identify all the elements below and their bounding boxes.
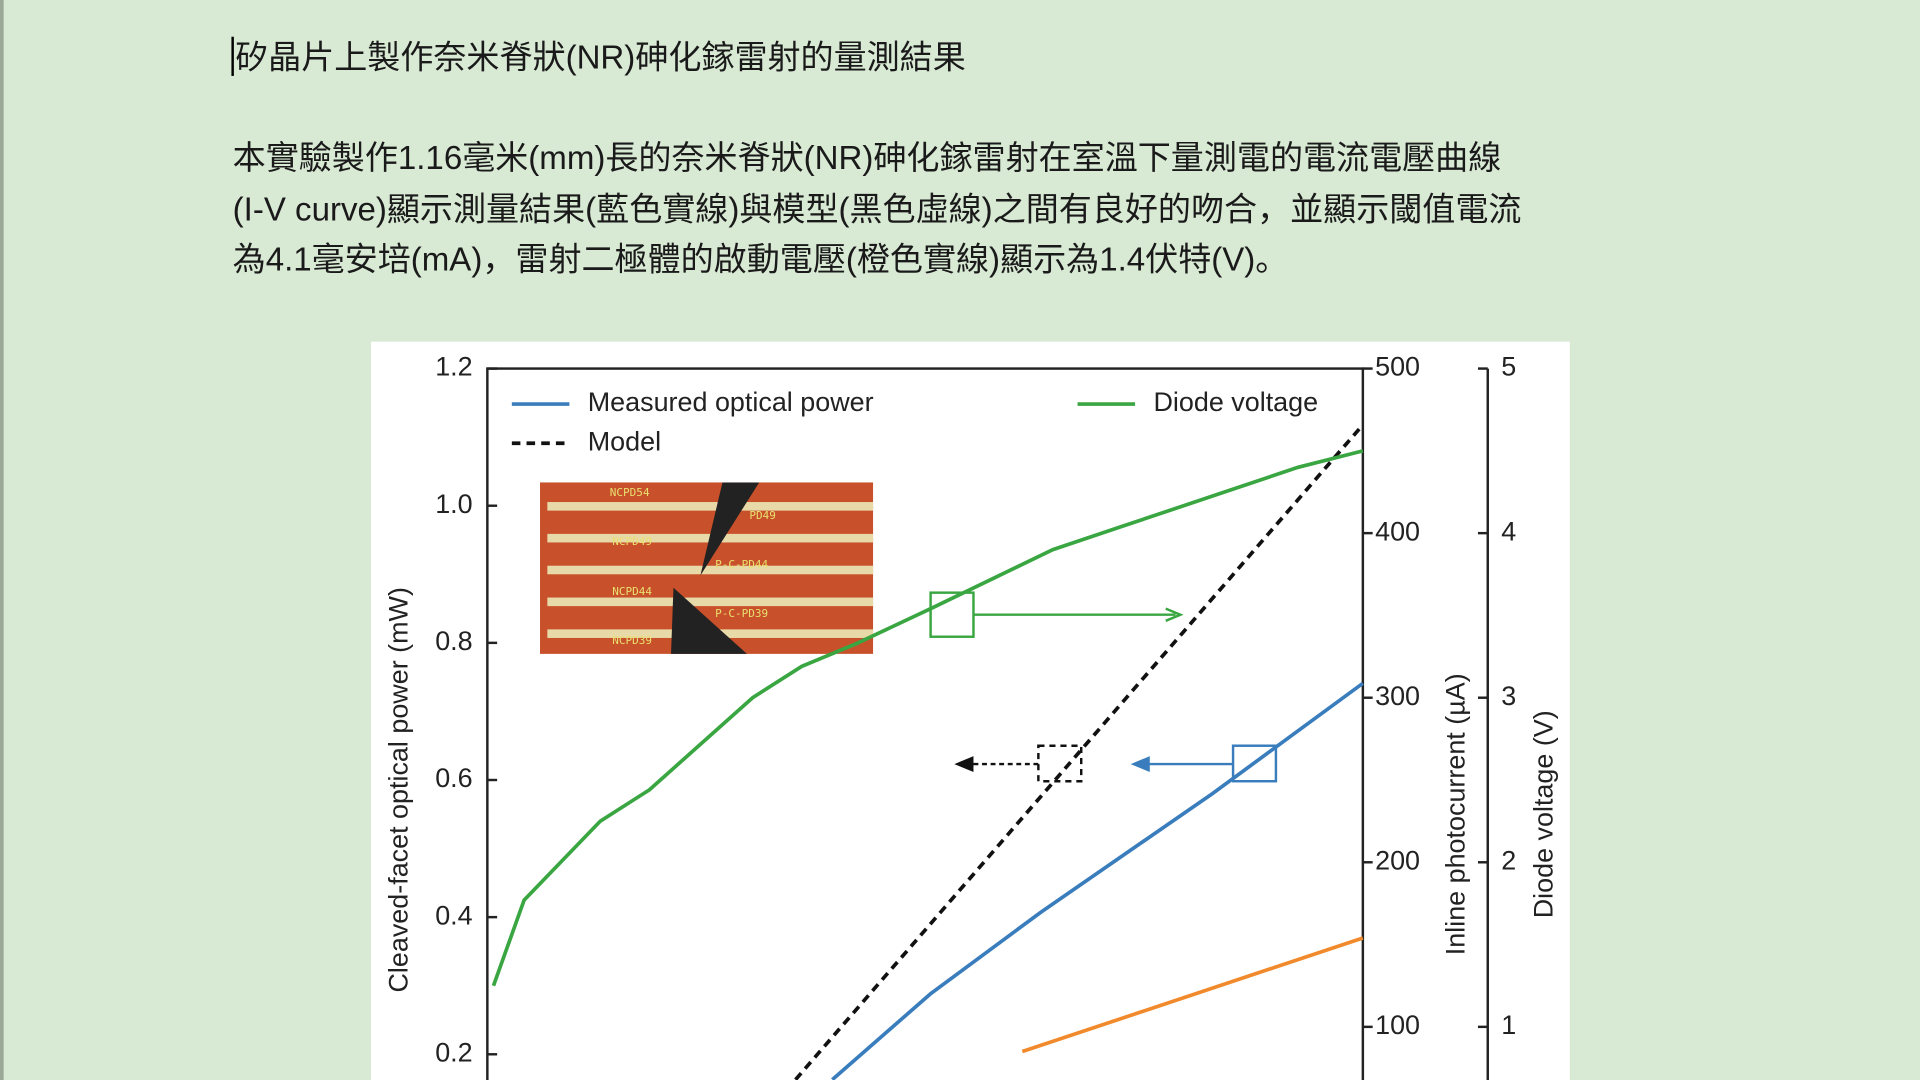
annotation-box <box>1037 744 1083 783</box>
paragraph-line: 本實驗製作1.16毫米(mm)長的奈米脊狀(NR)砷化鎵雷射在室溫下量測電的電流… <box>233 140 1502 177</box>
y3-axis-label: Diode voltage (V) <box>1528 710 1558 918</box>
y-tick-label: 0.2 <box>435 1037 472 1067</box>
paragraph-line: 為4.1毫安培(mA)，雷射二極體的啟動電壓(橙色實線)顯示為1.4伏特(V)。 <box>233 242 1289 279</box>
y3-tick-label: 2 <box>1501 845 1516 875</box>
legend-label: Model <box>588 426 661 456</box>
y2-tick-label: 500 <box>1375 352 1420 382</box>
y-tick-label: 1.2 <box>435 352 472 382</box>
arrow-head <box>1130 756 1150 773</box>
y2-tick-label: 300 <box>1375 681 1420 711</box>
y3-tick-label: 1 <box>1501 1010 1516 1040</box>
series-line <box>491 449 1364 987</box>
left-edge <box>0 0 4 1080</box>
arrow-head <box>954 756 974 773</box>
probe <box>671 587 747 654</box>
y-tick-label: 0.6 <box>435 763 472 793</box>
y-tick-label: 0.4 <box>435 900 472 930</box>
inset-label: PD49 <box>749 509 776 522</box>
inset-stripe <box>547 502 874 511</box>
y2-tick-label: 100 <box>1375 1010 1420 1040</box>
y2-tick-label: 400 <box>1375 516 1420 546</box>
inset-label: NCPD44 <box>612 585 652 598</box>
y-tick-label: 0.8 <box>435 626 472 656</box>
annotations <box>929 591 1278 783</box>
y-tick-label: 1.0 <box>435 489 472 519</box>
inset-stripe <box>547 597 874 607</box>
y3-tick-label: 4 <box>1501 516 1516 546</box>
inset-label: NCPD39 <box>612 634 652 647</box>
inset-stripe <box>547 565 874 575</box>
doc-title: 矽晶片上製作奈米脊狀(NR)砷化鎵雷射的量測結果 <box>235 40 966 77</box>
figure <box>371 341 1570 1080</box>
y2-tick-label: 200 <box>1375 845 1420 875</box>
series-line <box>831 681 1364 1080</box>
inset-label: NCPD49 <box>612 535 652 548</box>
legend-label: Measured optical power <box>588 387 874 417</box>
y2-axis-label: Inline photocurrent (µA) <box>1440 673 1470 955</box>
inset-label: P-C-PD39 <box>715 607 768 620</box>
y-axis-label: Cleaved-facet optical power (mW) <box>384 587 414 992</box>
inset-label: NCPD54 <box>610 486 650 499</box>
annotation-box <box>1231 744 1278 783</box>
y3-tick-label: 5 <box>1501 352 1516 382</box>
series-line <box>794 423 1365 1080</box>
inset-photo: NCPD54 PD49 NCPD49 P-C-PD44 NCPD44 P-C-PD39 NC… <box>540 482 874 654</box>
arrow-head <box>1165 607 1184 622</box>
y3-tick-label: 3 <box>1501 681 1516 711</box>
legend-label: Diode voltage <box>1153 387 1318 417</box>
series-line <box>1021 936 1364 1054</box>
inset-label: P-C-PD44 <box>715 558 768 571</box>
plot-frame <box>486 367 1365 1080</box>
paragraph-line: (I-V curve)顯示測量結果(藍色實線)與模型(黑色虛線)之間有良好的吻合… <box>233 191 1522 228</box>
